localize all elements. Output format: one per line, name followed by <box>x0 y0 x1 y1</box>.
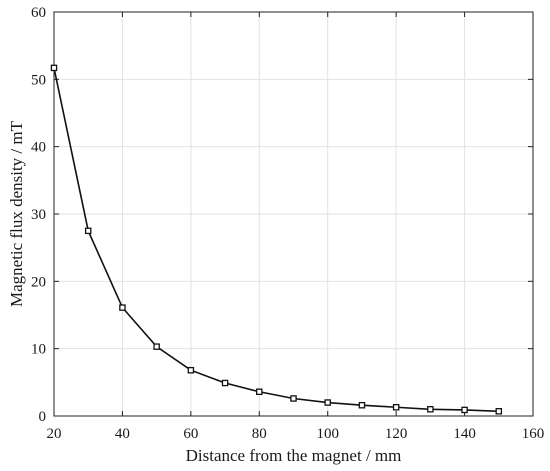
series-line <box>53 67 499 413</box>
x-tick-label: 20 <box>47 426 62 442</box>
y-tick-label: 60 <box>31 5 46 21</box>
x-tick-label: 120 <box>385 426 408 442</box>
data-point <box>50 64 58 72</box>
data-point <box>358 401 366 409</box>
data-point <box>221 379 229 387</box>
grid <box>54 12 533 416</box>
y-tick-label: 10 <box>31 342 46 358</box>
x-tick-label: 60 <box>183 426 198 442</box>
x-tick-label: 40 <box>115 426 130 442</box>
data-point <box>392 403 400 411</box>
data-points <box>50 64 503 415</box>
y-tick-label: 0 <box>39 409 47 425</box>
x-axis-tick-labels: 20 40 60 80 100 120 140 160 <box>47 426 545 442</box>
x-tick-label: 100 <box>316 426 339 442</box>
y-axis-tick-labels: 0 10 20 30 40 50 60 <box>31 5 46 425</box>
data-point <box>461 406 468 414</box>
data-point <box>119 304 126 311</box>
x-tick-label: 140 <box>453 426 476 442</box>
data-point <box>187 366 195 374</box>
y-tick-label: 30 <box>31 207 46 223</box>
y-tick-label: 20 <box>31 274 46 290</box>
x-axis-label: Distance from the magnet / mm <box>186 446 402 465</box>
x-tick-label: 160 <box>522 426 545 442</box>
data-point <box>256 388 263 396</box>
data-point <box>84 227 92 235</box>
data-point <box>495 408 503 415</box>
data-point <box>324 399 331 406</box>
data-point <box>427 406 434 413</box>
y-tick-label: 40 <box>31 140 46 156</box>
data-point <box>153 343 160 350</box>
y-axis-label: Magnetic flux density / mT <box>7 120 26 307</box>
y-tick-label: 50 <box>31 72 46 88</box>
x-tick-label: 80 <box>252 426 267 442</box>
data-point <box>290 395 297 402</box>
